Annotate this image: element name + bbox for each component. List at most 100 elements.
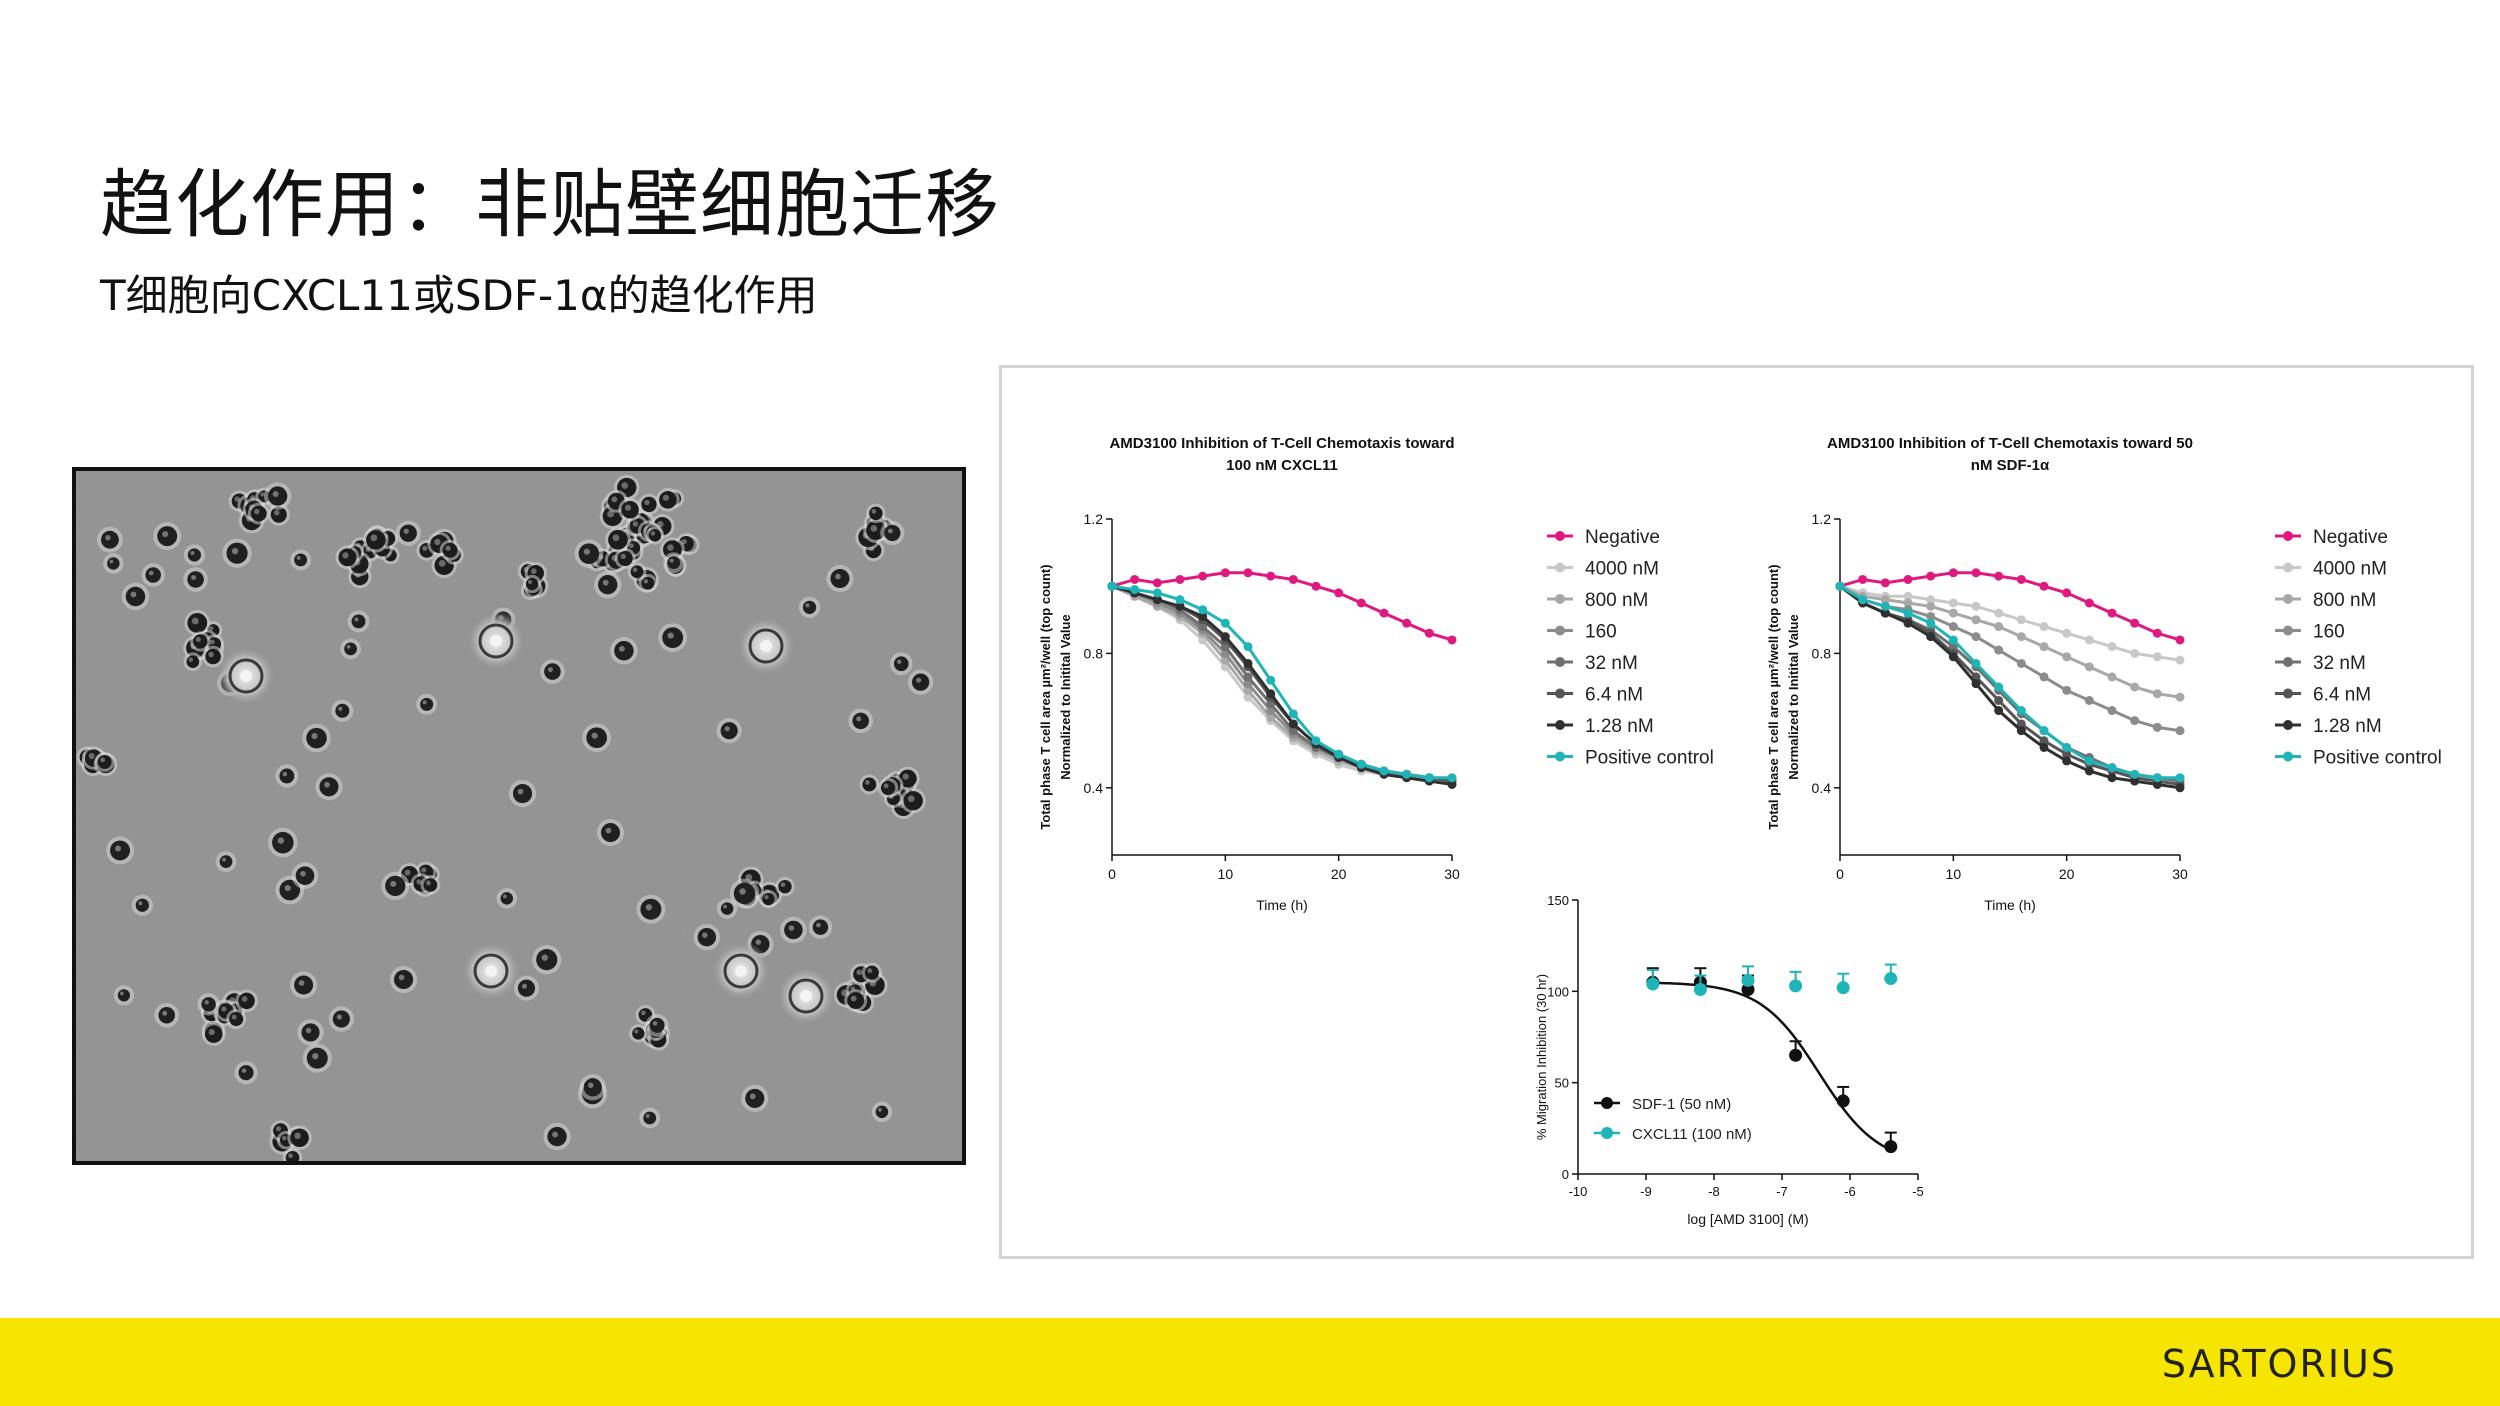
data-point xyxy=(2062,652,2072,662)
data-point xyxy=(2175,773,2185,783)
legend-marker xyxy=(1555,625,1565,636)
data-point xyxy=(1858,574,1868,584)
legend-label: 800 nM xyxy=(1585,590,1648,611)
data-point xyxy=(2016,719,2026,729)
data-point xyxy=(1266,689,1276,699)
data-point xyxy=(1379,608,1389,618)
series-line-1 xyxy=(1839,584,2181,662)
data-point xyxy=(1198,605,1208,615)
legend-marker xyxy=(1555,531,1565,541)
data-point xyxy=(2016,658,2026,668)
data-point xyxy=(1288,709,1298,719)
data-point xyxy=(2130,648,2140,658)
data-point xyxy=(2039,672,2049,682)
data-point xyxy=(2062,685,2072,695)
data-point xyxy=(1152,595,1162,605)
legend-marker xyxy=(1555,688,1565,699)
data-point xyxy=(1379,766,1389,776)
y-tick-label: 1.2 xyxy=(1084,511,1104,527)
data-point xyxy=(1948,598,1958,608)
legend-marker xyxy=(2283,531,2293,541)
series-line-6 xyxy=(1839,584,2181,790)
y-axis-label: Normalized to Initital Value xyxy=(1058,614,1073,779)
legend-label: Positive control xyxy=(2313,748,2442,769)
data-point xyxy=(2152,689,2162,699)
series-line-0 xyxy=(1839,571,2181,642)
data-point xyxy=(1903,574,1913,584)
data-point xyxy=(1836,981,1850,995)
y-tick-label: 0.8 xyxy=(1084,645,1104,661)
data-point xyxy=(1994,622,2004,632)
x-tick-label: 10 xyxy=(1946,866,1962,882)
legend-label: 160 xyxy=(1585,622,1617,643)
series-line-7 xyxy=(1839,584,2180,780)
series-line-1 xyxy=(1111,584,1452,783)
x-axis-label: Time (h) xyxy=(1984,897,2036,913)
data-point xyxy=(1175,574,1185,584)
y-tick-label: 50 xyxy=(1555,1076,1569,1091)
data-point xyxy=(2107,642,2117,652)
x-tick-label: 10 xyxy=(1218,866,1234,882)
data-point xyxy=(1880,601,1890,611)
slide-title: 趋化作用：非贴壁细胞迁移 xyxy=(100,162,1000,248)
legend-label: 32 nM xyxy=(1585,653,1638,674)
data-point xyxy=(2152,652,2162,662)
data-point xyxy=(1835,581,1845,591)
data-point xyxy=(1994,682,2004,692)
x-tick-label: 20 xyxy=(1331,866,1347,882)
data-point xyxy=(2175,726,2185,736)
data-point xyxy=(1402,618,1412,628)
data-point xyxy=(2084,695,2094,705)
data-point xyxy=(2062,749,2072,759)
data-point xyxy=(1243,568,1253,578)
legend-label: Negative xyxy=(1585,527,1660,548)
data-point xyxy=(1107,581,1117,591)
legend-marker xyxy=(1555,594,1565,604)
legend-label: SDF-1 (50 nM) xyxy=(1632,1096,1731,1113)
data-point xyxy=(2039,742,2049,752)
x-tick-label: 30 xyxy=(1444,866,1460,882)
data-point xyxy=(1903,608,1913,618)
sartorius-logo: SARTORIUS xyxy=(2161,1342,2397,1386)
series-line-6 xyxy=(1111,584,1453,786)
series-line-2 xyxy=(1839,584,2181,699)
legend-label: 6.4 nM xyxy=(1585,685,1643,706)
x-axis-label: log [AMD 3100] (M) xyxy=(1687,1211,1808,1227)
chart-cxcl11-timecourse: AMD3100 Inhibition of T-Cell Chemotaxis … xyxy=(1038,435,1714,913)
data-point xyxy=(1424,628,1434,638)
data-point xyxy=(1311,581,1321,591)
series-line-0 xyxy=(1111,571,1453,642)
data-point xyxy=(1926,618,1936,628)
data-point xyxy=(2084,756,2094,766)
legend-label: Negative xyxy=(2313,527,2388,548)
y-axis-label: % Migration Inhibition (30 hr) xyxy=(1534,974,1549,1140)
legend-marker xyxy=(1555,751,1565,762)
data-point xyxy=(1926,601,1936,611)
data-point xyxy=(1741,983,1755,997)
x-tick-label: -9 xyxy=(1640,1184,1652,1199)
legend-label: 1.28 nM xyxy=(2313,716,2382,737)
chart-sdf1-timecourse: AMD3100 Inhibition of T-Cell Chemotaxis … xyxy=(1766,435,2442,913)
data-point xyxy=(1880,578,1890,588)
data-point xyxy=(1994,608,2004,618)
data-point xyxy=(1926,571,1936,581)
data-point xyxy=(2107,706,2117,716)
data-point xyxy=(1130,574,1140,584)
data-point xyxy=(2130,776,2140,786)
legend-marker xyxy=(2283,688,2293,699)
data-point xyxy=(2130,682,2140,692)
series-line-5 xyxy=(1839,584,2181,786)
data-point xyxy=(2062,588,2072,598)
data-point xyxy=(1903,618,1913,628)
t-cell-micrograph xyxy=(76,471,962,1161)
data-point xyxy=(2039,642,2049,652)
data-point xyxy=(1948,608,1958,618)
data-point xyxy=(1971,615,1981,625)
data-point xyxy=(2016,632,2026,642)
data-point xyxy=(1971,658,1981,668)
chart-dose-response: 0 50 100 150 -10 -9 -8 -7 -6 -5 log [AMD 3100] (M)… xyxy=(1534,893,1924,1227)
data-point xyxy=(2016,615,2026,625)
data-point xyxy=(2175,692,2185,702)
data-point xyxy=(1402,769,1412,779)
data-point xyxy=(1220,632,1230,642)
